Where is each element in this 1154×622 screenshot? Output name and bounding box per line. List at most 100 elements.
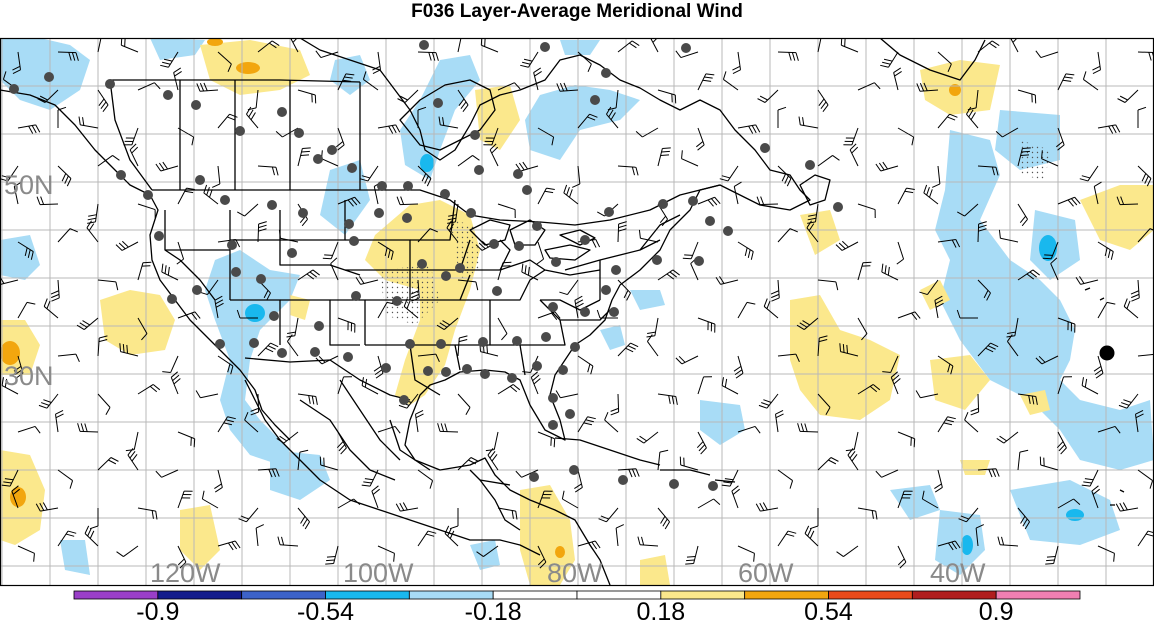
- station-dot: [167, 294, 177, 304]
- wind-barb: [1045, 545, 1059, 565]
- station-dot: [558, 365, 568, 375]
- wind-barb: [396, 196, 419, 206]
- wind-barb: [916, 82, 939, 92]
- wind-barb: [483, 127, 499, 146]
- station-dot: [277, 348, 287, 358]
- wind-barb: [497, 507, 518, 520]
- wind-barb: [1137, 106, 1147, 128]
- wind-barb: [250, 393, 260, 416]
- wind-barb: [1137, 469, 1154, 489]
- wind-barb: [78, 116, 99, 129]
- station-dot: [392, 296, 402, 306]
- wind-barb: [11, 485, 20, 509]
- station-dot: [441, 367, 451, 377]
- wind-barb: [657, 147, 671, 167]
- wind-barb: [577, 355, 594, 375]
- wind-barb: [17, 124, 41, 134]
- station-dot: [343, 352, 353, 362]
- wind-barb: [577, 51, 592, 72]
- wind-barb: [17, 301, 36, 319]
- wind-barb: [921, 490, 939, 509]
- station-dot: [215, 339, 225, 349]
- wind-barb: [958, 507, 979, 523]
- wind-barb: [77, 423, 99, 433]
- wind-barb: [217, 113, 238, 129]
- wind-barb: [97, 457, 119, 471]
- station-dot: [532, 361, 542, 371]
- wind-barb: [17, 545, 35, 562]
- wind-barb: [563, 184, 579, 205]
- wind-barb: [533, 67, 542, 91]
- wind-barb: [195, 390, 219, 399]
- station-dot: [611, 265, 621, 275]
- wind-barb: [845, 431, 859, 452]
- wind-barb: [881, 263, 899, 281]
- station-dot: [44, 72, 54, 82]
- wind-barb: [217, 416, 236, 433]
- lon-label-60w: 60W: [738, 558, 794, 588]
- wind-barb: [893, 67, 902, 91]
- wind-barb: [681, 150, 699, 167]
- wind-barb: [54, 409, 64, 433]
- wind-barb: [679, 456, 699, 471]
- wind-barb: [638, 229, 659, 243]
- wind-barb: [414, 409, 424, 433]
- wind-barb: [817, 89, 829, 112]
- wind-barb: [756, 196, 779, 206]
- station-dot: [618, 475, 628, 485]
- lat-label-50n: 50N: [4, 170, 54, 200]
- wind-barb: [571, 165, 581, 188]
- wind-barb: [617, 468, 640, 478]
- lon-label-40w: 40W: [930, 558, 986, 588]
- station-dot: [601, 68, 611, 78]
- station-dot: [249, 338, 259, 348]
- wind-barb: [97, 279, 119, 291]
- wind-barb: [882, 355, 899, 373]
- wind-barb: [1130, 279, 1140, 302]
- wind-barb: [57, 165, 72, 187]
- wind-barb: [1, 377, 19, 395]
- wind-barb: [457, 457, 479, 471]
- wind-barb: [217, 540, 241, 551]
- wind-barb: [43, 298, 59, 319]
- wind-barb: [1017, 507, 1030, 530]
- wind-barb: [997, 536, 1019, 547]
- wind-barb: [1035, 355, 1059, 365]
- wind-barb: [977, 165, 999, 176]
- wind-barb: [817, 155, 840, 167]
- wind-barb: [956, 309, 978, 319]
- wind-barb: [1017, 147, 1031, 167]
- wind-barb: [211, 165, 221, 188]
- wind-barb: [1091, 485, 1100, 509]
- wind-barb: [196, 82, 219, 92]
- wind-barb: [577, 540, 601, 551]
- station-dot: [116, 170, 126, 180]
- wind-barb: [1116, 196, 1139, 206]
- wind-barb: [35, 502, 59, 512]
- wind-barb: [457, 89, 469, 112]
- wind-barb: [697, 498, 721, 509]
- wind-barb: [809, 508, 819, 530]
- station-dot: [143, 190, 153, 200]
- station-dot: [569, 465, 579, 475]
- station-dot: [313, 154, 323, 164]
- wind-barb: [1081, 377, 1099, 395]
- wind-barb: [1017, 269, 1040, 281]
- wind-barb: [457, 38, 462, 53]
- wind-barb: [1057, 73, 1075, 91]
- wind-barb: [115, 240, 139, 251]
- wind-barb: [696, 431, 707, 455]
- wind-barb: [87, 203, 99, 224]
- wind-barb: [487, 448, 499, 471]
- wind-barb: [1057, 196, 1081, 207]
- wind-barb: [697, 196, 721, 207]
- station-dot: [374, 208, 384, 218]
- wind-barb: [497, 203, 516, 219]
- station-dot: [580, 235, 590, 245]
- wind-barb: [410, 279, 420, 302]
- station-dot: [466, 208, 476, 218]
- station-dot: [256, 274, 266, 284]
- station-dot: [478, 337, 488, 347]
- wind-barb: [897, 187, 915, 205]
- wind-barb: [715, 276, 739, 285]
